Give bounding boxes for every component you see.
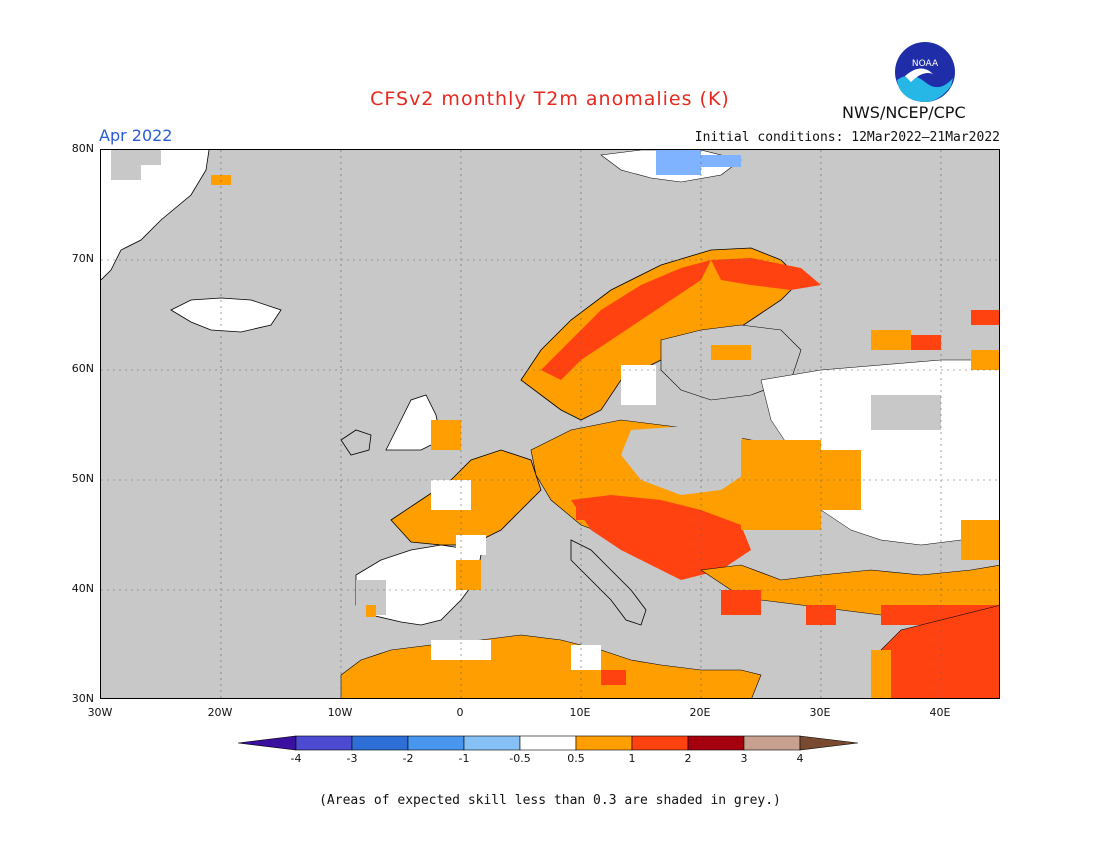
lon-label-10e: 10E xyxy=(569,706,591,719)
svalbard-region xyxy=(600,150,742,183)
forecast-month: Apr 2022 xyxy=(99,126,173,145)
colorbar-tick-label: -4 xyxy=(290,752,302,765)
lat-label-80n: 80N xyxy=(71,142,94,155)
map-canvas xyxy=(101,150,999,698)
lon-label-20e: 20E xyxy=(689,706,711,719)
colorbar-swatch xyxy=(575,735,633,751)
lon-label-30w: 30W xyxy=(87,706,113,719)
colorbar-tick-label: 2 xyxy=(684,752,692,765)
colorbar-swatch xyxy=(295,735,353,751)
balkans-turkey-region xyxy=(700,564,999,650)
colorbar-tick-label: -3 xyxy=(346,752,358,765)
map-title: CFSv2 monthly T2m anomalies (K) xyxy=(370,88,730,110)
agency-label: NWS/NCEP/CPC xyxy=(842,103,966,122)
noaa-logo-icon: NOAA xyxy=(895,42,955,102)
lon-label-20w: 20W xyxy=(207,706,233,719)
colorbar xyxy=(238,735,859,751)
lat-label-60n: 60N xyxy=(71,362,94,375)
initial-conditions: Initial conditions: 12Mar2022–21Mar2022 xyxy=(694,130,1000,145)
colorbar-swatch xyxy=(463,735,521,751)
middle-east-region xyxy=(871,605,999,698)
colorbar-tick-label: 0.5 xyxy=(567,752,585,765)
italy-region xyxy=(570,539,647,626)
colorbar-swatch xyxy=(351,735,409,751)
anomaly-map xyxy=(100,149,1000,699)
iceland-region xyxy=(170,297,282,333)
western-europe-region xyxy=(340,394,542,555)
colorbar-swatch xyxy=(687,735,745,751)
lon-label-30e: 30E xyxy=(809,706,831,719)
logo-text: NOAA xyxy=(912,59,939,69)
lon-label-40e: 40E xyxy=(929,706,951,719)
colorbar-tick-label: 1 xyxy=(628,752,636,765)
colorbar-tick-label: -0.5 xyxy=(509,752,531,765)
colorbar-tick-label: -2 xyxy=(402,752,414,765)
lon-label-0: 0 xyxy=(456,706,464,719)
colorbar-tick-label: -1 xyxy=(458,752,470,765)
colorbar-swatch xyxy=(631,735,689,751)
graticule xyxy=(101,150,999,698)
colorbar-swatch xyxy=(519,735,577,751)
colorbar-high-triangle xyxy=(799,735,859,751)
colorbar-swatch xyxy=(743,735,801,751)
lat-label-40n: 40N xyxy=(71,582,94,595)
lat-label-30n: 30N xyxy=(71,692,94,705)
colorbar-low-triangle xyxy=(238,735,297,751)
lon-label-10w: 10W xyxy=(327,706,353,719)
colorbar-tick-label: 4 xyxy=(796,752,804,765)
central-europe-region xyxy=(530,419,802,580)
lat-label-70n: 70N xyxy=(71,252,94,265)
skill-footnote: (Areas of expected skill less than 0.3 a… xyxy=(319,793,781,808)
colorbar-tick-label: 3 xyxy=(740,752,748,765)
lat-label-50n: 50N xyxy=(71,472,94,485)
colorbar-swatch xyxy=(407,735,465,751)
